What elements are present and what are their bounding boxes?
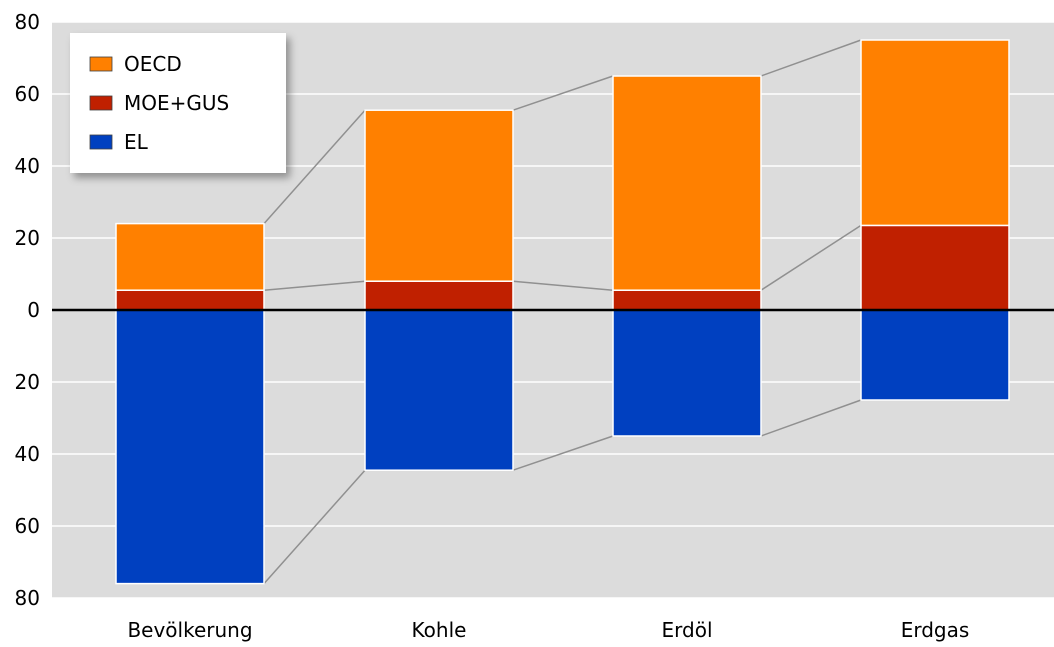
x-category-label: Kohle <box>412 618 467 642</box>
bar-el-0 <box>115 309 265 585</box>
x-category-label: Bevölkerung <box>127 618 252 642</box>
connector-mid-0 <box>263 280 366 291</box>
y-tick-label: 60 <box>15 82 40 106</box>
bar-oecd-1 <box>364 109 514 282</box>
legend-label-2: EL <box>124 130 149 154</box>
connector-mid-1 <box>512 280 614 291</box>
y-tick-label: 20 <box>15 226 40 250</box>
x-axis-category-labels: Bevölkerung Kohle Erdöl Erdgas <box>127 618 969 642</box>
bar-el-3 <box>860 309 1010 401</box>
y-tick-label: 80 <box>15 10 40 34</box>
connector-top-2 <box>760 39 862 77</box>
bars <box>115 39 1010 585</box>
y-tick-label: 80 <box>15 586 40 610</box>
bar-moe-gus-2 <box>612 289 762 311</box>
connector-top-0 <box>263 109 366 225</box>
y-tick-label: 20 <box>15 370 40 394</box>
x-category-label: Erdgas <box>901 618 970 642</box>
connector-mid-2 <box>760 224 862 291</box>
bar-oecd-3 <box>860 39 1010 227</box>
bar-moe-gus-1 <box>364 280 514 311</box>
legend-label-0: OECD <box>124 52 182 76</box>
connector-bottom-2 <box>760 399 862 437</box>
bar-oecd-0 <box>115 222 265 291</box>
connector-bottom-1 <box>512 435 614 471</box>
y-tick-label: 0 <box>27 298 40 322</box>
connector-top-1 <box>512 75 614 111</box>
bar-moe-gus-3 <box>860 224 1010 311</box>
connector-lines <box>263 39 862 585</box>
y-tick-label: 40 <box>15 442 40 466</box>
y-tick-label: 40 <box>15 154 40 178</box>
bar-el-2 <box>612 309 762 437</box>
y-tick-label: 60 <box>15 514 40 538</box>
legend-swatch-1 <box>89 95 113 111</box>
legend-swatch-0 <box>89 56 113 72</box>
bar-moe-gus-0 <box>115 289 265 311</box>
legend-label-1: MOE+GUS <box>124 91 229 115</box>
connector-bottom-0 <box>263 469 366 585</box>
bar-oecd-2 <box>612 75 762 291</box>
legend: OECD MOE+GUS EL <box>70 33 286 173</box>
legend-swatch-2 <box>89 134 113 150</box>
x-category-label: Erdöl <box>662 618 713 642</box>
y-axis-tick-labels: 80 60 40 20 0 20 40 60 80 <box>15 10 40 610</box>
bar-el-1 <box>364 309 514 471</box>
